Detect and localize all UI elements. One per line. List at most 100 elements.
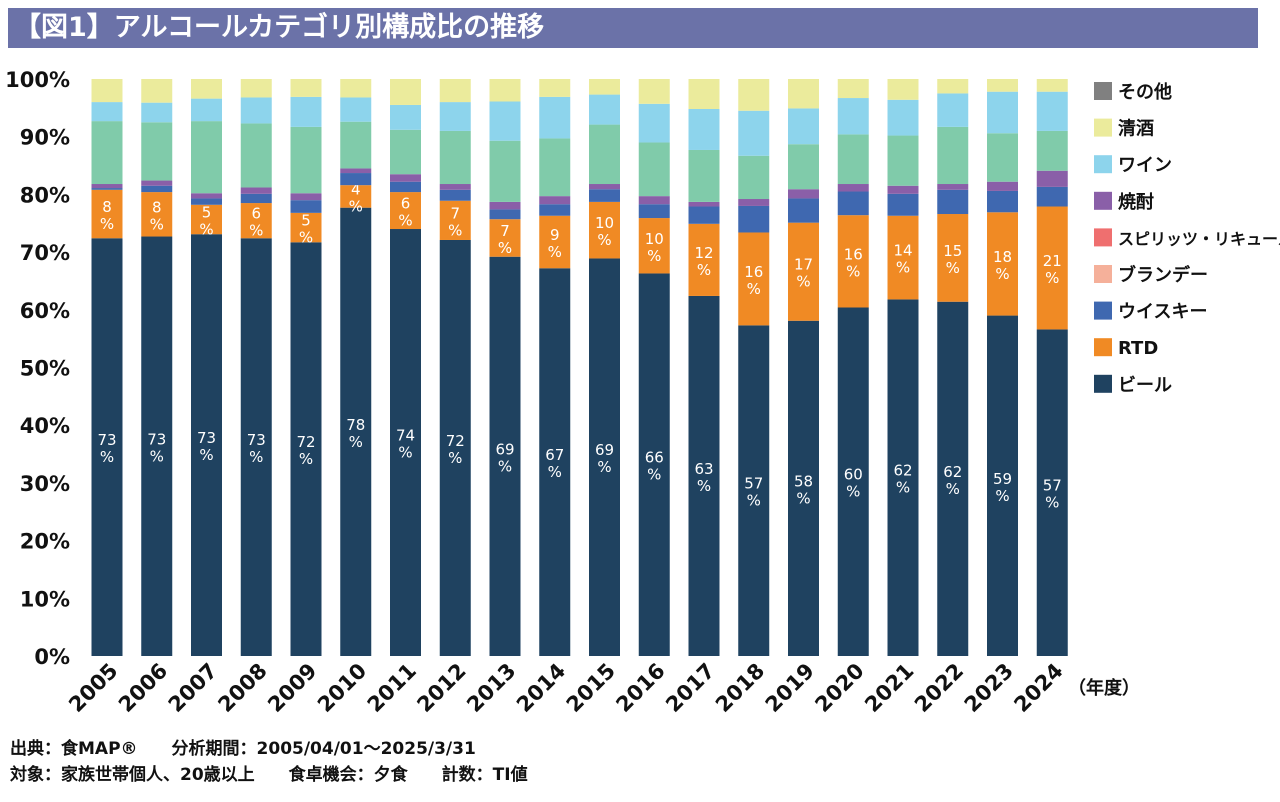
legend-swatch bbox=[1094, 265, 1112, 283]
data-label-percent: % bbox=[946, 480, 960, 498]
bar-segment bbox=[788, 144, 819, 190]
bar-segment bbox=[1036, 206, 1068, 330]
y-tick-label: 100% bbox=[5, 68, 70, 92]
bar-segment bbox=[788, 79, 819, 109]
data-label: 6 bbox=[251, 205, 261, 223]
x-tick-label: 2016 bbox=[611, 659, 669, 717]
data-label-percent: % bbox=[100, 448, 114, 466]
data-label-percent: % bbox=[398, 444, 412, 462]
bar-segment bbox=[290, 126, 322, 194]
bar-segment bbox=[240, 123, 272, 188]
chart-title: 【図1】アルコールカテゴリ別構成比の推移 bbox=[8, 8, 1258, 48]
data-label-percent: % bbox=[597, 458, 611, 476]
x-tick-label: 2023 bbox=[960, 659, 1018, 717]
x-tick-label: 2012 bbox=[412, 659, 470, 717]
bar-segment bbox=[240, 203, 272, 239]
data-label-percent: % bbox=[846, 262, 860, 280]
bar-segment bbox=[987, 133, 1018, 182]
y-tick-label: 80% bbox=[20, 183, 70, 207]
data-label: 73 bbox=[247, 431, 266, 449]
bar-segment bbox=[539, 268, 571, 656]
bar-segment bbox=[987, 91, 1018, 134]
bar-segment bbox=[887, 135, 919, 186]
bar-segment bbox=[141, 185, 173, 193]
bar-segment bbox=[290, 96, 322, 127]
bar-segment bbox=[937, 93, 969, 127]
bar-segment bbox=[340, 121, 372, 169]
bar-segment bbox=[937, 126, 969, 185]
bar-segment bbox=[539, 215, 571, 269]
bar-segment bbox=[987, 212, 1018, 316]
data-label-percent: % bbox=[946, 259, 960, 277]
x-tick-label: 2010 bbox=[313, 659, 371, 717]
x-tick-label: 2015 bbox=[562, 659, 620, 717]
bar-segment bbox=[738, 205, 770, 233]
bar-segment bbox=[788, 189, 819, 199]
bar-segment bbox=[688, 201, 720, 207]
y-tick-label: 70% bbox=[20, 241, 70, 265]
data-label-percent: % bbox=[150, 447, 164, 465]
bar-segment bbox=[539, 204, 571, 216]
bar-segment bbox=[489, 209, 521, 220]
legend-label: スピリッツ・リキュール bbox=[1118, 229, 1280, 248]
bar-segment bbox=[489, 219, 521, 257]
data-label: 8 bbox=[102, 198, 112, 216]
bar-segment bbox=[638, 142, 670, 197]
legend-label: ビール bbox=[1118, 375, 1172, 396]
bar-segment bbox=[589, 201, 620, 259]
bar-segment bbox=[987, 79, 1018, 92]
bar-segment bbox=[91, 184, 123, 189]
bar-segment bbox=[91, 102, 123, 122]
bar-segment bbox=[837, 184, 869, 192]
bar-segment bbox=[91, 188, 123, 190]
bar-segment bbox=[937, 189, 969, 215]
bar-segment bbox=[738, 155, 770, 200]
data-label: 8 bbox=[152, 198, 162, 216]
bar-segment bbox=[688, 223, 720, 296]
data-label-percent: % bbox=[747, 280, 761, 298]
bar-segment bbox=[738, 199, 770, 206]
data-label: 57 bbox=[744, 475, 763, 493]
bar-segment bbox=[141, 102, 173, 123]
data-label-percent: % bbox=[647, 466, 661, 484]
bar-segment bbox=[340, 97, 372, 122]
data-label: 73 bbox=[197, 429, 216, 447]
data-label-percent: % bbox=[349, 433, 363, 451]
bar-segment bbox=[390, 79, 421, 105]
x-tick-label: 2024 bbox=[1009, 659, 1067, 717]
y-tick-label: 60% bbox=[20, 299, 70, 323]
bar-segment bbox=[390, 181, 421, 193]
bar-segment bbox=[987, 315, 1018, 656]
bar-segment bbox=[439, 79, 471, 103]
y-tick-label: 50% bbox=[20, 357, 70, 381]
bar-segment bbox=[141, 236, 173, 656]
legend-swatch bbox=[1094, 118, 1112, 137]
bar-segment bbox=[937, 301, 969, 656]
data-label-percent: % bbox=[896, 479, 910, 497]
data-label-percent: % bbox=[647, 247, 661, 265]
data-label: 62 bbox=[943, 463, 962, 481]
bar-segment bbox=[688, 206, 720, 224]
data-label-percent: % bbox=[249, 448, 263, 466]
bar-segment bbox=[837, 134, 869, 185]
data-label: 10 bbox=[595, 214, 614, 232]
bar-segment bbox=[91, 121, 123, 185]
bar-segment bbox=[987, 190, 1018, 213]
y-tick-label: 0% bbox=[34, 645, 70, 669]
bar-segment bbox=[688, 149, 720, 202]
bar-segment bbox=[489, 79, 521, 102]
x-tick-label: 2005 bbox=[64, 659, 122, 717]
bar-segment bbox=[1036, 91, 1068, 131]
bar-segment bbox=[837, 215, 869, 308]
x-tick-label: 2008 bbox=[213, 659, 271, 717]
bar-segment bbox=[290, 242, 322, 656]
bar-segment bbox=[439, 200, 471, 240]
bar-segment bbox=[887, 193, 919, 216]
data-label: 60 bbox=[844, 466, 863, 484]
data-label-percent: % bbox=[697, 477, 711, 495]
y-tick-label: 20% bbox=[20, 530, 70, 554]
x-tick-label: 2013 bbox=[462, 659, 520, 717]
data-label: 14 bbox=[893, 242, 912, 260]
data-label: 74 bbox=[396, 427, 415, 445]
bar-segment bbox=[340, 168, 372, 174]
